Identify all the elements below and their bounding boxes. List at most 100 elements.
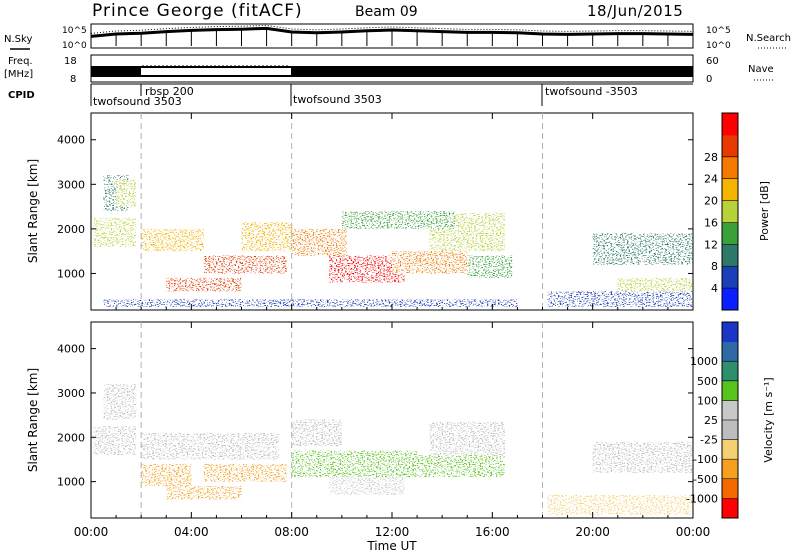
velocity-cbar-swatch-4 bbox=[722, 420, 738, 441]
cpid-segment-0: twofsound 3503 bbox=[93, 95, 182, 108]
station-title: Prince George (fitACF) bbox=[92, 1, 303, 21]
power-cbar-swatch-8 bbox=[722, 113, 738, 136]
power-cbar-label-6: 28 bbox=[704, 151, 718, 164]
power-ytick-label-1: 2000 bbox=[57, 223, 85, 236]
velocity-ytick-label-2: 3000 bbox=[57, 387, 85, 400]
velocity-cbar-label: Velocity [m s⁻¹] bbox=[762, 377, 775, 462]
freq-band-gap bbox=[141, 68, 291, 75]
velocity-cbar-swatch-3 bbox=[722, 439, 738, 460]
velocity-cell-8 bbox=[392, 455, 505, 478]
power-cell-3 bbox=[141, 228, 204, 252]
velocity-cell-3 bbox=[141, 463, 192, 487]
power-heatmap bbox=[93, 175, 693, 307]
beam-label: Beam 09 bbox=[355, 4, 418, 20]
velocity-cell-0 bbox=[93, 426, 137, 456]
power-cell-15 bbox=[592, 233, 693, 265]
cpid-segment-3: twofsound -3503 bbox=[545, 85, 638, 98]
cpid-label: CPID bbox=[8, 90, 35, 101]
freq-band bbox=[91, 66, 693, 77]
nsky-tick-bottom: 10^0 bbox=[62, 41, 87, 51]
velocity-cell-11 bbox=[547, 494, 693, 515]
power-cbar-swatch-0 bbox=[722, 288, 738, 311]
freq-tick-top: 18 bbox=[64, 56, 77, 67]
nsky-label: N.Sky bbox=[4, 34, 32, 45]
velocity-cell-9 bbox=[429, 421, 505, 456]
velocity-cbar-label-4: 25 bbox=[704, 414, 718, 427]
velocity-ylabel: Slant Range [km] bbox=[26, 368, 40, 472]
power-ytick-label-2: 3000 bbox=[57, 178, 85, 191]
nsky-series bbox=[90, 24, 694, 46]
velocity-ytick-label-0: 1000 bbox=[57, 476, 85, 489]
power-cell-11 bbox=[341, 211, 455, 229]
velocity-cell-7 bbox=[329, 477, 405, 495]
xtick-label-5: 20:00 bbox=[575, 525, 610, 539]
power-cbar-swatch-4 bbox=[722, 200, 738, 223]
nsearch-tick-top: 10^5 bbox=[706, 26, 731, 36]
power-cell-9 bbox=[392, 251, 468, 274]
nsky-tick-top: 10^5 bbox=[62, 26, 87, 36]
velocity-cell-1 bbox=[103, 384, 137, 420]
velocity-cbar-swatch-5 bbox=[722, 400, 738, 421]
xtick-label-4: 16:00 bbox=[475, 525, 510, 539]
velocity-cell-10 bbox=[291, 419, 342, 447]
power-cbar-swatch-7 bbox=[722, 134, 738, 158]
velocity-cbar-swatch-1 bbox=[722, 478, 738, 499]
cpid-segment-1: rbsp 200 bbox=[145, 85, 194, 98]
power-ylabel: Slant Range [km] bbox=[26, 159, 40, 263]
xtick-label-1: 04:00 bbox=[174, 525, 209, 539]
power-cbar-swatch-5 bbox=[722, 178, 738, 202]
x-axis-label: Time UT bbox=[366, 539, 417, 553]
velocity-cbar-label-0: -1000 bbox=[686, 492, 718, 505]
power-cbar-label: Power [dB] bbox=[758, 181, 771, 241]
velocity-cbar-swatch-9 bbox=[722, 322, 738, 343]
xtick-label-0: 00:00 bbox=[74, 525, 109, 539]
velocity-cbar-swatch-6 bbox=[722, 380, 738, 401]
power-cell-12 bbox=[467, 255, 513, 278]
power-cbar-swatch-3 bbox=[722, 222, 738, 245]
power-cbar-label-2: 12 bbox=[704, 238, 718, 251]
power-cell-6 bbox=[241, 222, 292, 252]
power-cbar-label-3: 16 bbox=[704, 216, 718, 229]
velocity-cbar-swatch-2 bbox=[722, 459, 738, 480]
velocity-ytick-label-1: 2000 bbox=[57, 431, 85, 444]
nave-tick-top: 60 bbox=[706, 56, 719, 67]
nave-tick-bottom: 0 bbox=[706, 74, 712, 85]
velocity-ytick-label-3: 4000 bbox=[57, 343, 85, 356]
velocity-heatmap bbox=[93, 384, 693, 515]
power-ytick-label-0: 1000 bbox=[57, 267, 85, 280]
velocity-cbar-label-2: -100 bbox=[693, 453, 718, 466]
xtick-label-3: 12:00 bbox=[375, 525, 410, 539]
power-cbar-swatch-2 bbox=[722, 244, 738, 267]
power-cell-14 bbox=[547, 291, 693, 307]
freq-label: Freq. bbox=[8, 56, 33, 67]
nsearch-tick-bottom: 10^0 bbox=[706, 41, 731, 51]
xtick-label-6: 00:00 bbox=[676, 525, 711, 539]
velocity-cell-2 bbox=[141, 432, 280, 460]
freq-unit: [MHz] bbox=[4, 69, 33, 80]
power-cell-4 bbox=[166, 277, 242, 292]
power-cell-16 bbox=[617, 277, 693, 292]
power-cbar-label-1: 8 bbox=[711, 260, 718, 273]
nsearch-label: N.Search bbox=[746, 33, 791, 44]
power-cbar-swatch-1 bbox=[722, 266, 738, 289]
velocity-cell-4 bbox=[166, 486, 242, 500]
velocity-cbar-swatch-8 bbox=[722, 341, 738, 362]
velocity-cbar-label-7: 1000 bbox=[690, 355, 718, 368]
velocity-cbar-label-1: -500 bbox=[693, 473, 718, 486]
cpid-segment-2: twofsound 3503 bbox=[293, 93, 382, 106]
power-cbar-frame bbox=[721, 112, 739, 311]
power-cell-0 bbox=[93, 217, 137, 247]
power-cbar-label-0: 4 bbox=[711, 282, 718, 295]
velocity-cbar-swatch-7 bbox=[722, 361, 738, 382]
velocity-cell-5 bbox=[203, 463, 287, 482]
power-cbar-swatch-6 bbox=[722, 156, 738, 180]
power-cell-5 bbox=[203, 255, 287, 274]
date-label: 18/Jun/2015 bbox=[587, 2, 683, 20]
power-cell-7 bbox=[291, 228, 347, 256]
power-ytick-label-3: 4000 bbox=[57, 134, 85, 147]
xtick-label-2: 08:00 bbox=[274, 525, 309, 539]
velocity-cbar-label-3: -25 bbox=[700, 434, 718, 447]
power-cell-13 bbox=[103, 299, 518, 307]
power-cell-2 bbox=[116, 179, 137, 207]
